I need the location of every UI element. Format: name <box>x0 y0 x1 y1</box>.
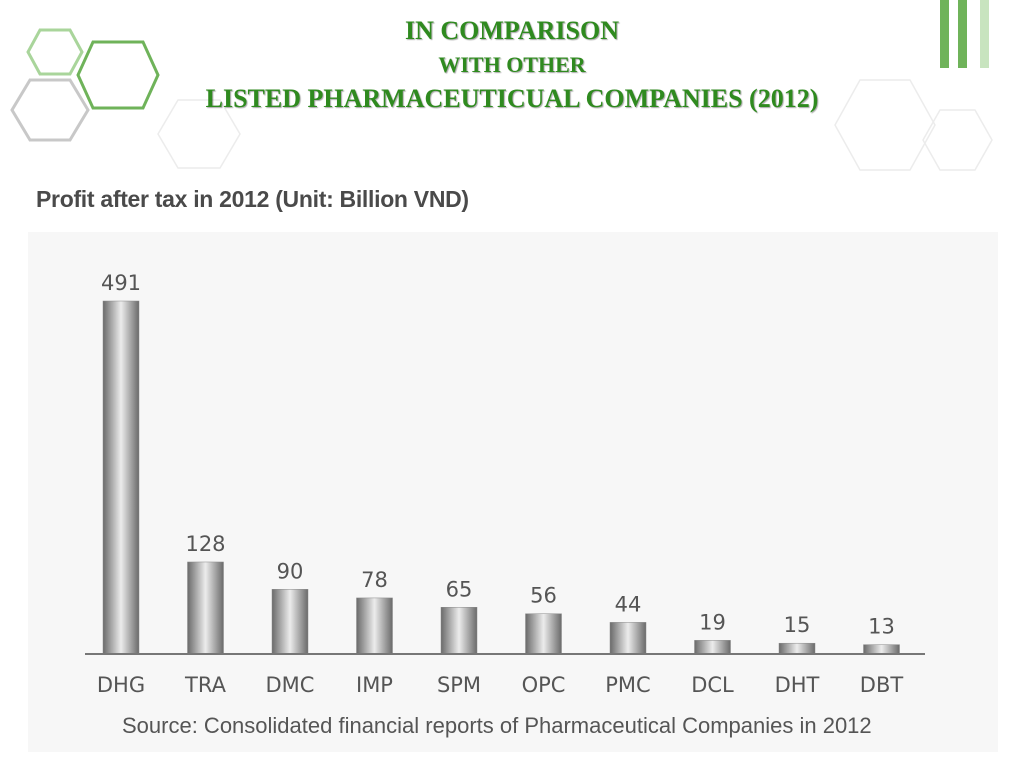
bar-imp <box>356 597 393 655</box>
category-label-dmc: DMC <box>266 673 315 697</box>
slide-title-line-3: LISTED PHARMACEUTICUAL COMPANIES (2012) <box>205 84 819 113</box>
data-label-pmc: 44 <box>615 592 642 616</box>
bar-dhg <box>102 300 140 655</box>
bar-spm <box>440 607 478 655</box>
faint-hexagon-outlines <box>157 79 993 171</box>
bar-series <box>102 300 900 655</box>
data-label-opc: 56 <box>530 584 557 608</box>
vertical-bars-icon <box>940 0 989 68</box>
slide-title-line-2: WITH OTHER <box>438 52 586 77</box>
chart-title: Profit after tax in 2012 (Unit: Billion … <box>36 186 469 212</box>
data-label-dbt: 13 <box>868 615 895 639</box>
data-label-dcl: 19 <box>699 610 726 634</box>
category-label-dht: DHT <box>775 673 820 697</box>
data-label-dht: 15 <box>784 613 811 637</box>
category-label-dhg: DHG <box>97 673 145 697</box>
bar-pmc <box>609 622 647 655</box>
bar-opc <box>525 613 562 655</box>
category-label-opc: OPC <box>522 673 566 697</box>
category-label-imp: IMP <box>356 673 393 697</box>
category-label-spm: SPM <box>437 673 481 697</box>
category-label-tra: TRA <box>184 673 227 697</box>
decorations <box>10 0 993 171</box>
chart-source-note: Source: Consolidated financial reports o… <box>122 713 872 738</box>
category-label-dbt: DBT <box>860 673 904 697</box>
slide-title-line-1: IN COMPARISON <box>404 16 620 45</box>
data-label-spm: 65 <box>446 577 473 601</box>
chart-panel: 491 128 90 78 65 56 44 19 15 13 DHG TRA DMC IMP SPM OP… <box>28 232 998 752</box>
data-label-imp: 78 <box>361 568 388 592</box>
data-labels: 491 128 90 78 65 56 44 19 15 13 <box>101 271 895 639</box>
bar-dcl <box>694 640 731 655</box>
data-label-tra: 128 <box>185 532 225 556</box>
bar-tra <box>187 561 224 655</box>
hexagon-cluster-icon <box>10 28 160 142</box>
category-labels: DHG TRA DMC IMP SPM OPC PMC DCL DHT DBT <box>97 673 903 697</box>
data-label-dmc: 90 <box>277 559 304 583</box>
category-label-pmc: PMC <box>605 673 650 697</box>
bar-dbt <box>863 644 900 655</box>
bar-dmc <box>271 589 309 655</box>
data-label-dhg: 491 <box>101 271 141 295</box>
category-label-dcl: DCL <box>691 673 734 697</box>
bar-dht <box>778 642 816 655</box>
bar-chart: 491 128 90 78 65 56 44 19 15 13 DHG TRA DMC IMP SPM OP… <box>85 271 925 697</box>
